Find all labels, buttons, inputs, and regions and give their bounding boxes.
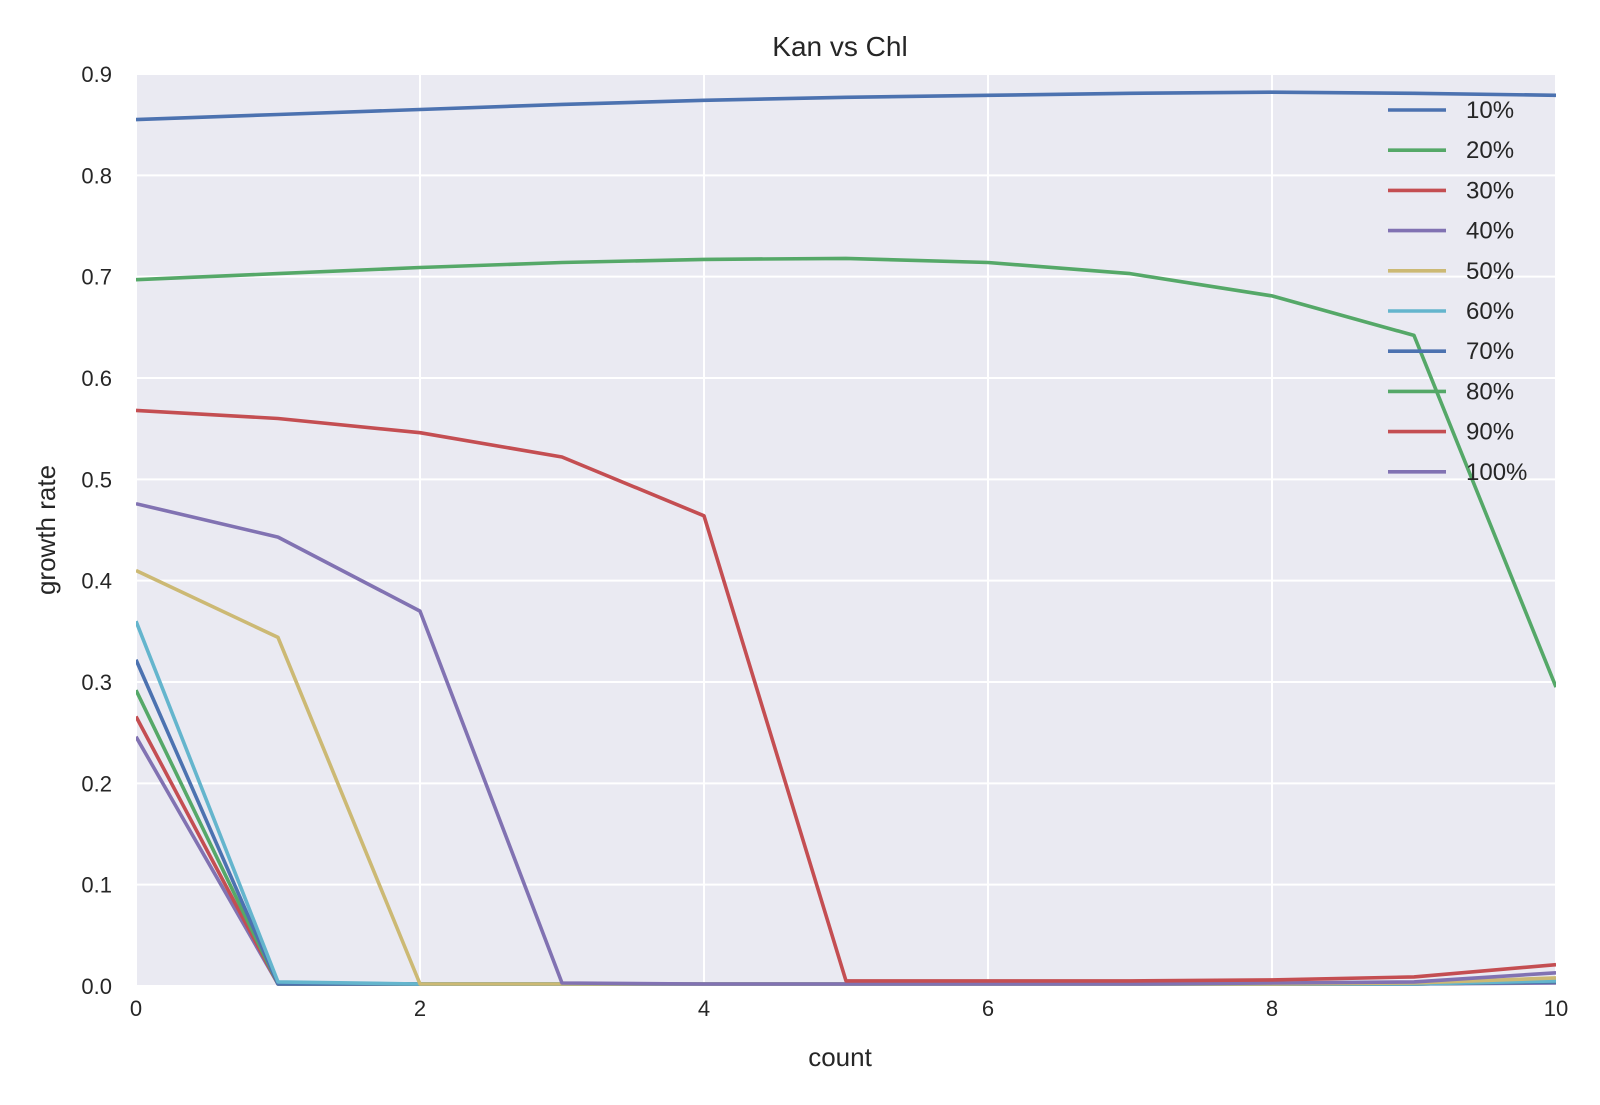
series-line-20pct: [136, 256, 1556, 688]
legend-label: 40%: [1466, 218, 1514, 245]
legend-label: 50%: [1466, 258, 1514, 285]
x-tick-label: 6: [982, 996, 994, 1021]
grid: [135, 73, 1557, 987]
x-tick-label: 2: [414, 996, 426, 1021]
x-tick-label: 10: [1544, 996, 1568, 1021]
legend-label: 60%: [1466, 298, 1514, 325]
legend-label: 10%: [1466, 97, 1514, 124]
y-tick-label: 0.7: [81, 265, 112, 290]
x-tick-label: 4: [698, 996, 710, 1021]
chart-title: Kan vs Chl: [772, 31, 907, 62]
x-axis-label: count: [808, 1042, 872, 1072]
y-tick-label: 0.0: [81, 974, 112, 999]
y-tick-label: 0.4: [81, 569, 112, 594]
legend-label: 100%: [1466, 459, 1527, 486]
legend-label: 20%: [1466, 137, 1514, 164]
y-tick-label: 0.5: [81, 467, 112, 492]
legend-label: 80%: [1466, 378, 1514, 405]
y-tick-label: 0.8: [81, 163, 112, 188]
x-tick-labels: 0 2 4 6 8 10: [130, 996, 1568, 1021]
y-tick-label: 0.9: [81, 62, 112, 87]
legend-label: 70%: [1466, 338, 1514, 365]
series-line-40pct: [136, 501, 1556, 986]
series-lines: [136, 90, 1556, 986]
y-tick-label: 0.3: [81, 670, 112, 695]
legend: 10% 20% 30% 40% 50% 60% 70% 80% 90% 100%: [1388, 97, 1527, 486]
y-tick-labels: 0.0 0.1 0.2 0.3 0.4 0.5 0.6 0.7 0.8 0.9: [81, 62, 112, 999]
x-tick-label: 0: [130, 996, 142, 1021]
y-tick-label: 0.2: [81, 771, 112, 796]
legend-label: 90%: [1466, 419, 1514, 446]
legend-label: 30%: [1466, 177, 1514, 204]
y-tick-label: 0.1: [81, 873, 112, 898]
plot-background: [136, 74, 1556, 986]
y-axis-label: growth rate: [31, 465, 61, 595]
series-line-30pct: [136, 408, 1556, 983]
y-tick-label: 0.6: [81, 366, 112, 391]
series-line-10pct: [136, 90, 1556, 122]
x-tick-label: 8: [1266, 996, 1278, 1021]
